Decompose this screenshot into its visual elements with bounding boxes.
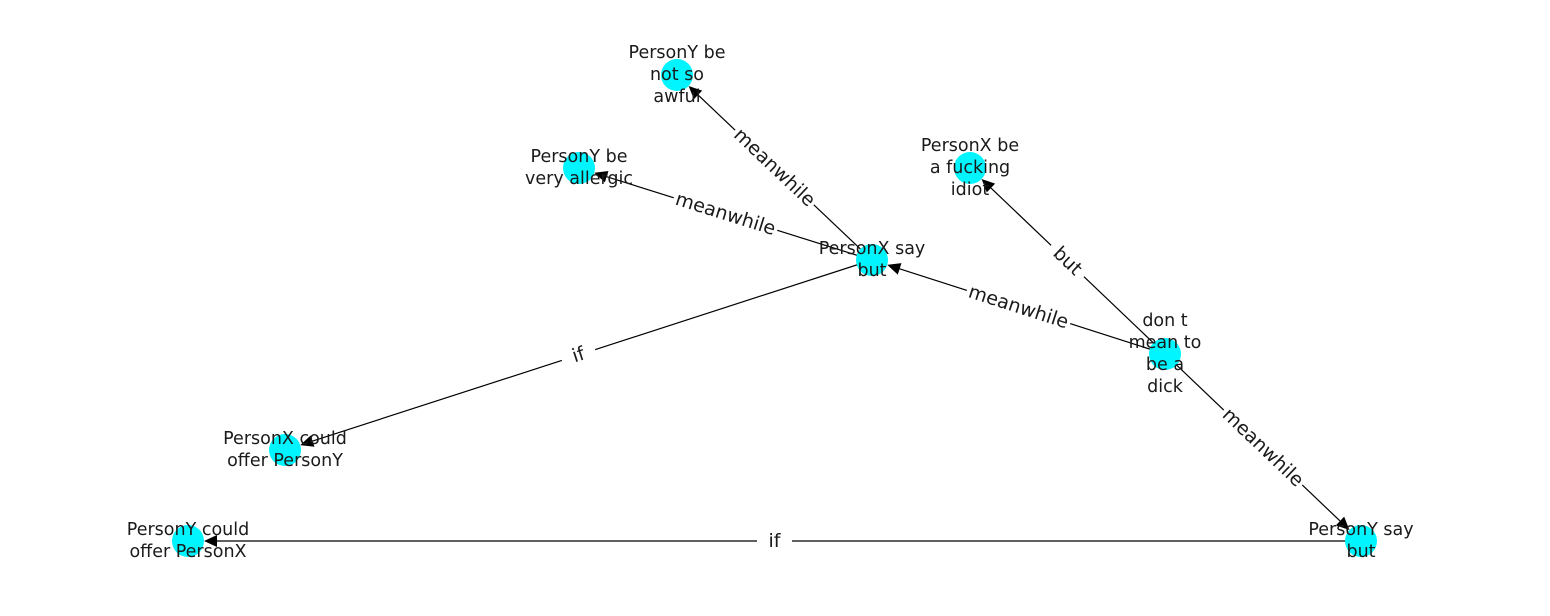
node-label-line: PersonX be	[921, 136, 1019, 156]
node-n8	[1345, 525, 1377, 557]
node-label-line: but	[1346, 542, 1375, 562]
edge-label-if: if	[558, 338, 599, 372]
edge-label-meanwhile: meanwhile	[726, 121, 823, 214]
node-n7	[172, 525, 204, 557]
node-label-line: offer PersonY	[227, 451, 343, 471]
node-n5	[1149, 338, 1181, 370]
node-label-line: a fucking	[930, 158, 1010, 178]
edge-label-text: meanwhile	[729, 124, 819, 211]
edge-label-background	[963, 279, 1074, 335]
edge-label-background	[1042, 236, 1093, 286]
node-label-line: PersonY be	[531, 147, 628, 167]
node-label-line: PersonY say	[1308, 520, 1413, 540]
edge-label-text: meanwhile	[1218, 404, 1308, 492]
node-label-line: awful	[653, 87, 700, 107]
edge-label-background	[670, 186, 781, 242]
edge-label-background	[558, 338, 599, 372]
node-n6	[269, 434, 301, 466]
node-label-line: dick	[1147, 377, 1184, 397]
arrowhead	[688, 86, 703, 100]
node-n4	[856, 244, 888, 276]
node-label-line: offer PersonX	[129, 542, 246, 562]
node-n2	[563, 152, 595, 184]
edge-label-background	[1215, 401, 1311, 494]
arrowhead	[1335, 516, 1350, 530]
node-label-line: idiot	[951, 180, 990, 200]
node-n1	[661, 59, 693, 91]
node-label-line: PersonY be	[629, 43, 726, 63]
edge-label-meanwhile: meanwhile	[670, 186, 781, 242]
edge-label-text: if	[769, 530, 782, 552]
node-label-line: PersonY could	[127, 520, 249, 540]
arrowhead	[204, 535, 217, 547]
nodes-layer	[172, 59, 1377, 557]
arrowhead	[887, 263, 902, 275]
edge-label-background	[757, 529, 792, 553]
node-label-line: don t	[1142, 311, 1187, 331]
node-label-line: be a	[1146, 355, 1184, 375]
arrowhead	[981, 179, 996, 193]
node-label-line: very allergic	[525, 169, 633, 189]
node-label-line: PersonX could	[223, 429, 347, 449]
arrowhead	[594, 170, 609, 183]
edge-label-meanwhile: meanwhile	[963, 279, 1074, 335]
node-label-line: PersonX say	[819, 239, 926, 259]
edge-label-background	[726, 121, 823, 214]
node-label-line: mean to	[1129, 333, 1202, 353]
edge-label-meanwhile: meanwhile	[1215, 401, 1311, 494]
edge-label-if: if	[757, 529, 792, 553]
node-label-line: but	[857, 261, 886, 281]
arrowhead	[300, 435, 315, 447]
node-label-line: not so	[650, 65, 704, 85]
node-n3	[954, 152, 986, 184]
